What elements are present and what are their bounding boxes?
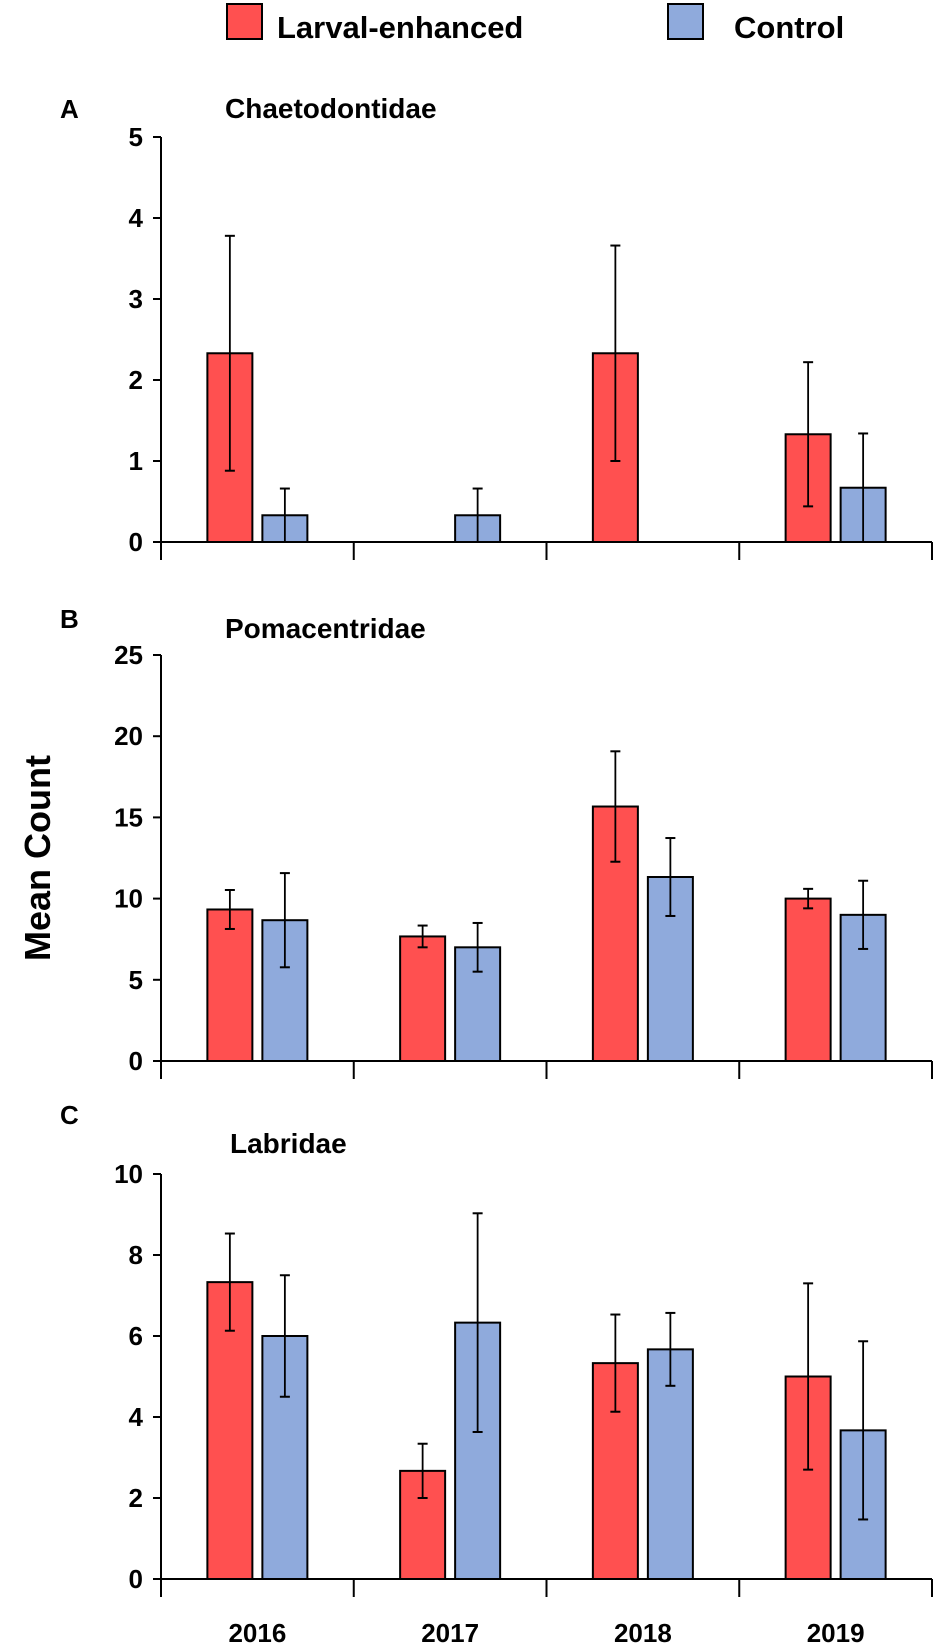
panel-label: B — [60, 604, 79, 634]
y-axis-label: Mean Count — [17, 755, 58, 961]
y-tick-label: 2 — [129, 1483, 143, 1513]
panel-title: Pomacentridae — [225, 613, 426, 644]
panel-a: A Chaetodontidae 0 1 2 3 4 5 — [60, 93, 933, 560]
y-tick-label: 8 — [129, 1240, 143, 1270]
y-tick-label: 3 — [129, 284, 143, 314]
panel-b: B Pomacentridae 0 5 10 15 20 25 — [60, 604, 933, 1079]
y-tick-label: 10 — [114, 1159, 143, 1189]
legend-label-larval: Larval-enhanced — [277, 10, 523, 45]
panels: A Chaetodontidae 0 1 2 3 4 5 B Pomacentridae 0 5 10 1… — [60, 93, 933, 1648]
legend-swatch-larval — [226, 3, 263, 40]
y-tick-label: 2 — [129, 365, 143, 395]
legend-label-control: Control — [734, 10, 844, 45]
y-tick-label: 0 — [129, 527, 143, 557]
panel-title: Chaetodontidae — [225, 93, 437, 124]
y-tick-label: 5 — [129, 965, 143, 995]
bar-larval — [399, 935, 447, 1063]
panel-c: C Labridae 0 2 4 6 8 10 2016 2017 2018 2019 — [60, 1100, 933, 1648]
bar-control — [646, 1348, 694, 1580]
y-tick-label: 15 — [114, 802, 143, 832]
bar-larval — [784, 897, 832, 1062]
legend: Larval-enhanced Control — [226, 3, 844, 45]
legend-swatch-control — [667, 3, 704, 40]
y-tick-label: 6 — [129, 1321, 143, 1351]
bar-larval — [206, 908, 254, 1062]
x-tick-label: 2016 — [228, 1618, 286, 1648]
panel-label: C — [60, 1100, 79, 1130]
panel-label: A — [60, 94, 79, 124]
y-tick-label: 1 — [129, 446, 143, 476]
y-tick-label: 5 — [129, 122, 143, 152]
y-tick-label: 20 — [114, 721, 143, 751]
y-tick-label: 4 — [129, 203, 144, 233]
x-tick-label: 2019 — [807, 1618, 865, 1648]
y-tick-label: 0 — [129, 1564, 143, 1594]
y-tick-label: 4 — [129, 1402, 144, 1432]
x-tick-label: 2018 — [614, 1618, 672, 1648]
y-tick-label: 25 — [114, 640, 143, 670]
y-tick-label: 10 — [114, 884, 143, 914]
panel-title: Labridae — [230, 1128, 347, 1159]
y-tick-label: 0 — [129, 1046, 143, 1076]
x-tick-label: 2017 — [421, 1618, 479, 1648]
